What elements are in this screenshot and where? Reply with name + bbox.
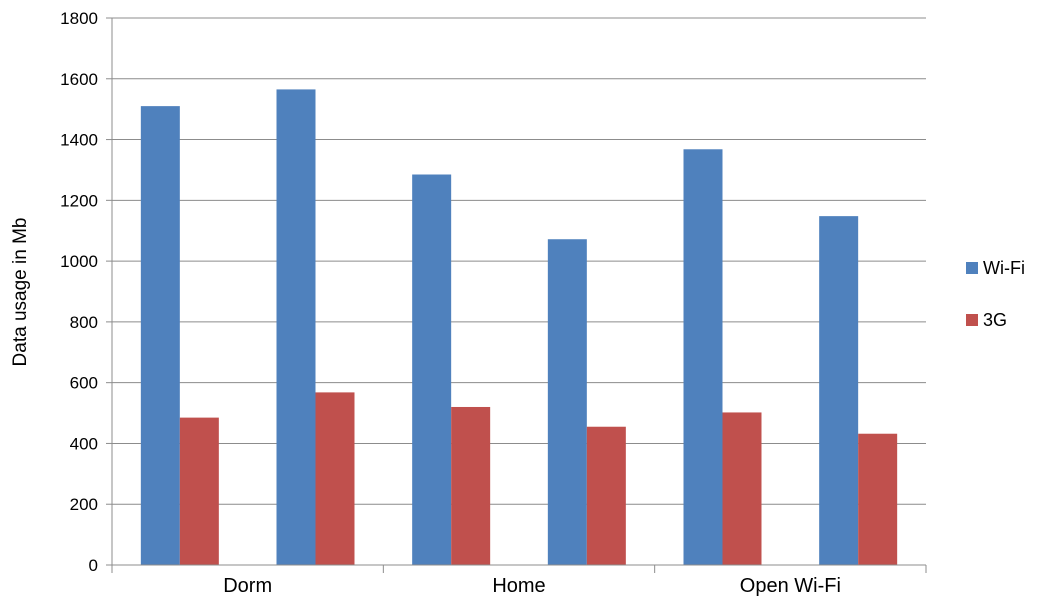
bar-wi-fi-5 <box>819 216 859 565</box>
legend-swatch <box>966 262 978 274</box>
y-tick-label: 0 <box>89 556 98 575</box>
y-tick-label: 1600 <box>60 70 98 89</box>
gridlines <box>112 17 926 505</box>
axes <box>106 17 927 573</box>
bar-wi-fi-4 <box>683 149 723 565</box>
x-category-label: Open Wi-Fi <box>740 575 841 597</box>
legend-swatch <box>966 314 978 326</box>
bar-3g-0 <box>179 417 219 565</box>
bar-3g-2 <box>451 406 491 565</box>
y-axis-title: Data usage in Mb <box>10 218 31 367</box>
bar-3g-5 <box>858 433 898 565</box>
y-tick-label: 1000 <box>60 252 98 271</box>
x-category-label: Home <box>492 575 545 597</box>
legend-label: 3G <box>983 310 1007 330</box>
bar-3g-1 <box>315 392 355 565</box>
bar-wi-fi-1 <box>276 89 316 566</box>
y-tick-label: 600 <box>70 374 98 393</box>
axis-labels: 0 200 400 600 800 1000 1200 1400 1600 1800 Dorm Hom… <box>60 9 841 597</box>
y-tick-label: 400 <box>70 434 98 453</box>
bar-wi-fi-2 <box>412 174 452 565</box>
bar-3g-3 <box>586 426 626 565</box>
y-tick-label: 1800 <box>60 9 98 28</box>
bars <box>140 89 898 566</box>
x-category-label: Dorm <box>223 575 272 597</box>
legend-label: Wi-Fi <box>983 258 1025 278</box>
bar-wi-fi-3 <box>547 239 587 565</box>
bar-wi-fi-0 <box>140 106 180 565</box>
y-tick-label: 800 <box>70 313 98 332</box>
y-tick-label: 1200 <box>60 191 98 210</box>
y-tick-label: 1400 <box>60 131 98 150</box>
y-tick-label: 200 <box>70 495 98 514</box>
legend: Wi-Fi 3G <box>966 258 1025 330</box>
bar-3g-4 <box>722 412 762 565</box>
